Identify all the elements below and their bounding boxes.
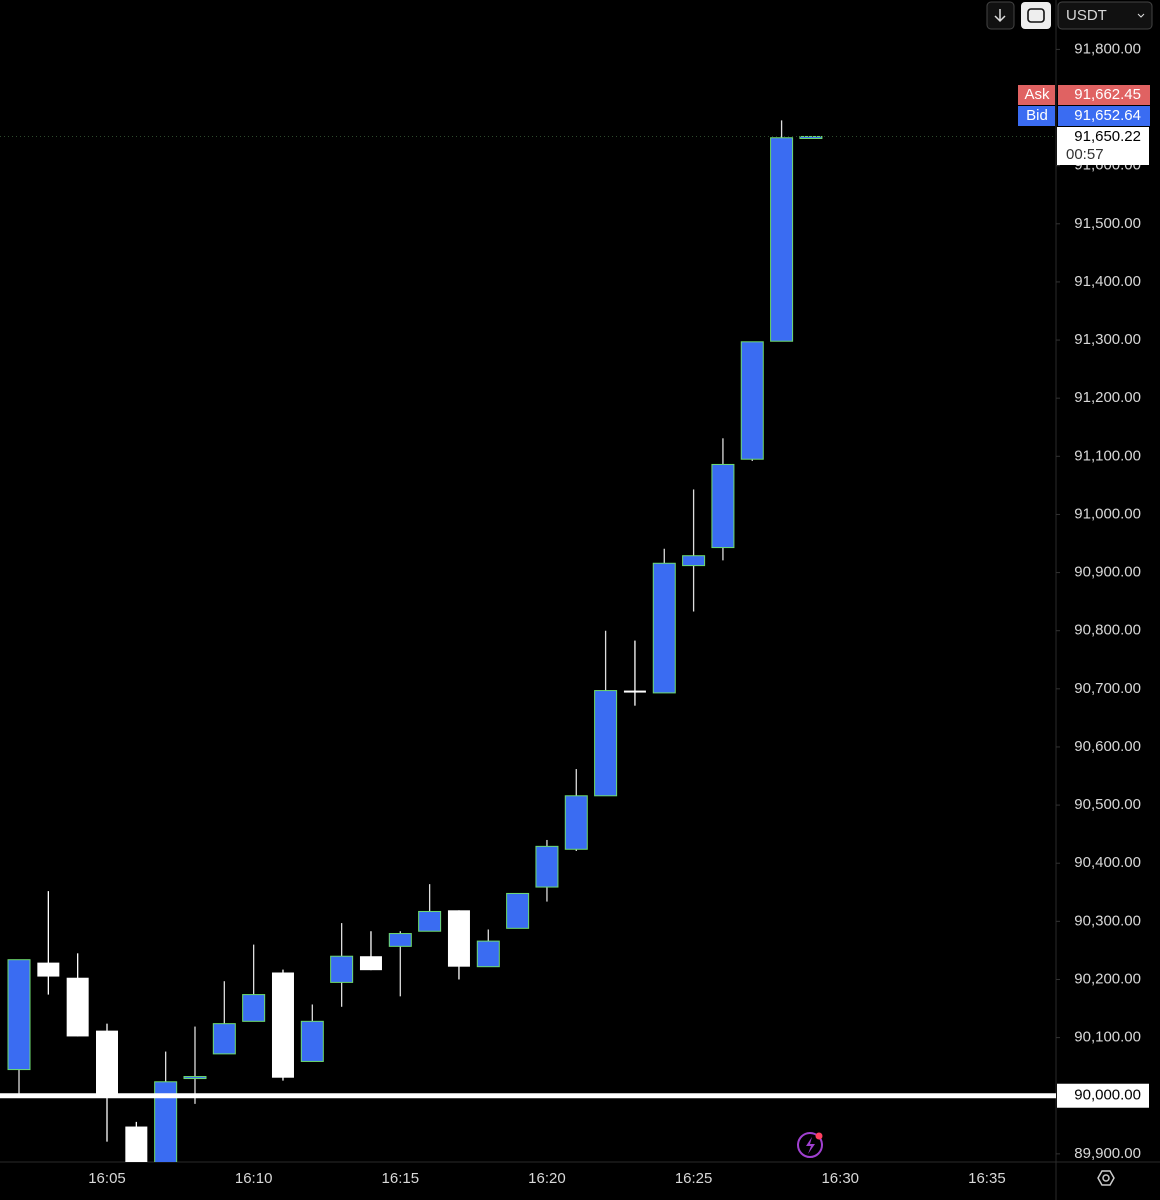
y-tick-label: 90,600.00 xyxy=(1074,738,1141,755)
bid-name: Bid xyxy=(1026,107,1048,124)
reset-button[interactable] xyxy=(1021,2,1051,29)
x-tick-label: 16:35 xyxy=(968,1170,1006,1187)
candle-body xyxy=(564,795,588,850)
y-tick-label: 90,100.00 xyxy=(1074,1029,1141,1046)
candle-body xyxy=(96,1030,118,1095)
x-tick-label: 16:15 xyxy=(382,1170,420,1187)
y-tick-label: 91,000.00 xyxy=(1074,505,1141,522)
candles: 16:0216:0316:0416:0516:0616:0716:0816:09… xyxy=(7,120,823,1162)
x-tick-label: 16:05 xyxy=(88,1170,126,1187)
currency-select[interactable]: USDT xyxy=(1057,1,1153,30)
candle-body xyxy=(300,1020,324,1062)
candle-body xyxy=(770,137,794,342)
y-tick-label: 89,900.00 xyxy=(1074,1145,1141,1162)
x-tick-label: 16:30 xyxy=(821,1170,859,1187)
y-tick-label: 90,200.00 xyxy=(1074,970,1141,987)
x-tick-label: 16:20 xyxy=(528,1170,566,1187)
candle-body xyxy=(388,933,412,947)
y-tick-label: 90,700.00 xyxy=(1074,680,1141,697)
countdown: 00:57 xyxy=(1066,146,1104,163)
candle-body xyxy=(447,910,470,967)
y-tick-label: 91,200.00 xyxy=(1074,389,1141,406)
candle-body xyxy=(37,962,60,977)
candle-body xyxy=(799,135,823,139)
x-tick-label: 16:25 xyxy=(675,1170,713,1187)
candle-body xyxy=(359,956,382,971)
candle-body xyxy=(711,463,735,549)
y-tick-label: 91,300.00 xyxy=(1074,331,1141,348)
candle-body xyxy=(7,959,31,1071)
candle-body xyxy=(242,994,266,1022)
y-tick-label: 91,400.00 xyxy=(1074,273,1141,290)
y-tick-label: 90,400.00 xyxy=(1074,854,1141,871)
lightning-icon[interactable] xyxy=(797,1132,823,1158)
candle-body xyxy=(740,341,764,460)
candle-body xyxy=(154,1081,178,1162)
y-tick-label: 91,800.00 xyxy=(1074,40,1141,57)
scroll-button[interactable] xyxy=(986,1,1015,30)
ask-value-bg xyxy=(1058,85,1150,105)
candle-body xyxy=(330,955,354,983)
candle-body xyxy=(623,690,646,693)
y-tick-label: 90,500.00 xyxy=(1074,796,1141,813)
settings-icon[interactable] xyxy=(1097,1170,1115,1186)
y-tick-label: 91,500.00 xyxy=(1074,215,1141,232)
bid-value-bg xyxy=(1058,106,1150,126)
y-tick-label: 90,900.00 xyxy=(1074,564,1141,581)
candle-body xyxy=(594,690,618,797)
ask-value: 91,662.45 xyxy=(1074,86,1141,103)
candle-body xyxy=(212,1023,236,1055)
candle-body xyxy=(183,1076,207,1080)
ask-name-bg xyxy=(1018,85,1055,105)
candle-body xyxy=(476,940,500,968)
candle-body xyxy=(66,977,89,1037)
candle-body xyxy=(535,845,559,888)
x-tick-label: 16:10 xyxy=(235,1170,273,1187)
bid-name-bg xyxy=(1018,106,1055,126)
y-tick-label: 91,100.00 xyxy=(1074,447,1141,464)
last-price: 91,650.22 xyxy=(1074,128,1141,145)
candle-body xyxy=(271,972,294,1078)
currency: USDT xyxy=(1066,7,1107,24)
candle-body xyxy=(125,1126,148,1162)
y-tick-label: 90,800.00 xyxy=(1074,622,1141,639)
last-price-bg xyxy=(1057,127,1149,165)
y-tick-label: 90,000.00 xyxy=(1074,1087,1141,1104)
y-tick-label: 90,300.00 xyxy=(1074,912,1141,929)
candle-body xyxy=(506,892,530,929)
candle-body xyxy=(682,555,706,567)
candle-body xyxy=(418,910,442,932)
ask-name: Ask xyxy=(1024,86,1050,103)
bid-value: 91,652.64 xyxy=(1074,107,1141,124)
level-label-bg xyxy=(1057,1083,1149,1108)
candle-body xyxy=(652,562,676,694)
